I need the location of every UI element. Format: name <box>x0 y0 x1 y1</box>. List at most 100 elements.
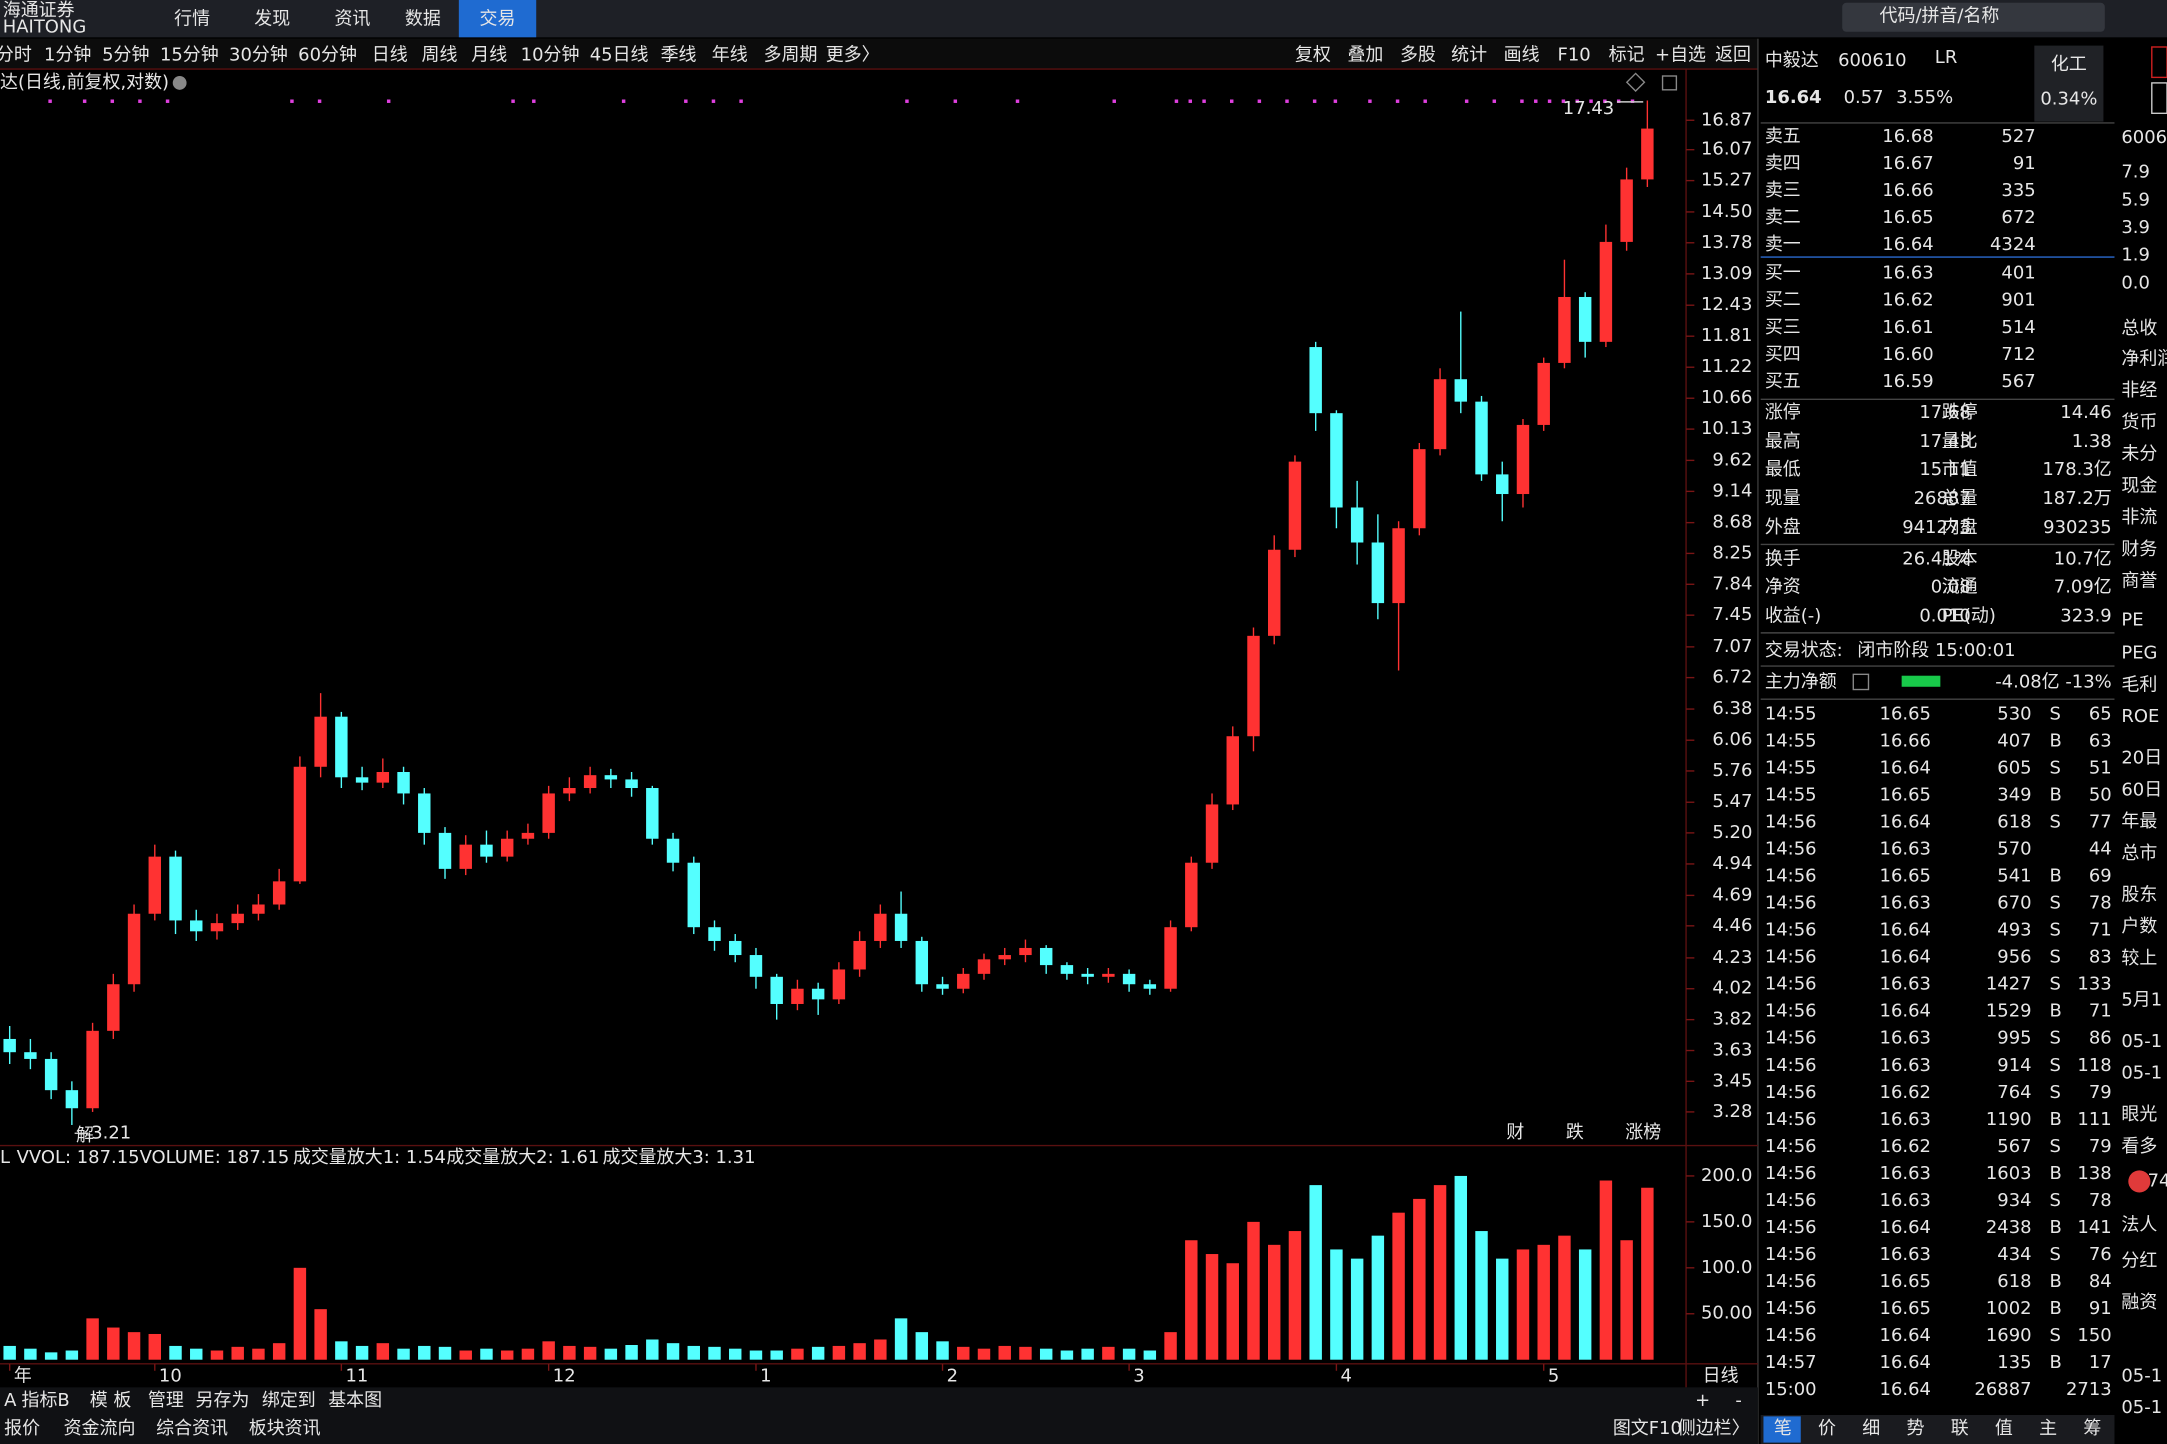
side-item: 5月1 <box>2121 989 2162 1010</box>
panel-tab[interactable]: 主 <box>2039 1418 2057 1439</box>
bottom-tab[interactable]: 资金流向 <box>64 1418 136 1439</box>
tick-time: 14:56 <box>1765 1298 1817 1319</box>
tool-button[interactable]: 画线 <box>1504 44 1540 65</box>
x-tick-label: 12 <box>553 1365 576 1386</box>
toolbar-button[interactable]: 另存为 <box>196 1390 250 1411</box>
candle-body <box>542 793 555 833</box>
period-tab[interactable]: 30分钟 <box>229 44 288 65</box>
volume-bar <box>749 1350 763 1360</box>
period-tab[interactable]: 15分钟 <box>160 44 219 65</box>
signal-dot <box>1464 99 1469 103</box>
period-tab[interactable]: 10分钟 <box>521 44 580 65</box>
panel-tab[interactable]: 值 <box>1995 1418 2013 1439</box>
annotation: 17.43 <box>1563 98 1614 119</box>
signal-dot <box>1174 99 1179 103</box>
menu-item[interactable]: 数据 <box>405 8 441 29</box>
book-price: 16.63 <box>1882 263 1933 284</box>
tool-button[interactable]: 多股 <box>1400 44 1436 65</box>
tool-button[interactable]: +自选 <box>1655 44 1706 65</box>
toolbar-button[interactable]: + <box>1695 1390 1710 1411</box>
tick-time: 14:56 <box>1765 893 1817 914</box>
panel-tab[interactable]: 笔 <box>1774 1418 1792 1439</box>
signal-dot <box>511 99 515 103</box>
candle-body <box>666 838 680 863</box>
volume-bar <box>1247 1221 1260 1360</box>
tick-count: 71 <box>2089 1001 2112 1022</box>
stat-value: 17.43 <box>1919 431 1970 452</box>
indicator-label: L <box>0 1147 10 1168</box>
period-tab[interactable]: 5分钟 <box>102 44 149 65</box>
period-tab[interactable]: 45日线 <box>590 44 649 65</box>
side-item: 总市 <box>2121 843 2157 864</box>
signal-dot <box>1589 99 1593 103</box>
period-tab[interactable]: 日线 <box>372 44 408 65</box>
tool-button[interactable]: 复权 <box>1295 44 1331 65</box>
bottom-tab[interactable]: 报价 <box>4 1418 40 1439</box>
bottom-tab[interactable]: 板块资讯 <box>249 1418 321 1439</box>
volume-bar <box>1578 1249 1592 1360</box>
volume-bar <box>1413 1198 1426 1360</box>
icon[interactable] <box>1625 72 1646 92</box>
period-tab[interactable]: 年线 <box>712 44 748 65</box>
menu-item[interactable]: 发现 <box>254 8 290 29</box>
period-tab[interactable]: 周线 <box>422 44 458 65</box>
period-tab[interactable]: 季线 <box>661 44 697 65</box>
panel-tab[interactable]: 势 <box>1906 1418 1924 1439</box>
tick-count: 63 <box>2089 730 2112 751</box>
flow-bar <box>1901 675 1941 687</box>
tick-volume: 135 <box>1997 1352 2031 1373</box>
volume-bar <box>24 1348 37 1360</box>
toolbar-button[interactable]: 模 板 <box>90 1390 132 1411</box>
panel-tab[interactable]: 价 <box>1818 1418 1836 1439</box>
period-tab[interactable]: 多周期 <box>764 44 818 65</box>
tool-button[interactable]: 统计 <box>1451 44 1487 65</box>
period-tab[interactable]: 分时 <box>0 44 32 65</box>
side-item: 非经 <box>2121 380 2157 401</box>
tool-button[interactable]: F10 <box>1558 44 1591 65</box>
icon[interactable] <box>1661 75 1678 91</box>
period-tab[interactable]: 60分钟 <box>298 44 357 65</box>
panel-tab[interactable]: 筹 <box>2083 1418 2101 1439</box>
bottom-tab[interactable]: 综合资讯 <box>156 1418 228 1439</box>
tool-button[interactable]: 返回 <box>1715 44 1751 65</box>
tick-count: 65 <box>2089 703 2112 724</box>
tick-count: 84 <box>2089 1271 2112 1292</box>
tool-button[interactable]: 标记 <box>1609 44 1645 65</box>
bottom-link[interactable]: 图文F10 <box>1613 1418 1682 1439</box>
panel-tab[interactable]: 联 <box>1951 1418 1969 1439</box>
candle-body <box>169 856 182 921</box>
tick-volume: 956 <box>1997 947 2031 968</box>
stat-value: 7.09亿 <box>2054 576 2112 597</box>
toolbar-button[interactable]: 基本图 <box>328 1390 382 1411</box>
search-box[interactable] <box>1842 2 2105 32</box>
panel-tab[interactable]: 细 <box>1862 1418 1880 1439</box>
side-item: 未分 <box>2121 444 2157 465</box>
toolbar-button[interactable]: - <box>1735 1390 1741 1411</box>
menu-item[interactable]: 行情 <box>174 8 210 29</box>
candle-body <box>729 940 742 956</box>
toolbar-button[interactable]: 管理 <box>148 1390 184 1411</box>
y-tick-label: 8.25 <box>1712 542 1752 563</box>
tick-volume: 618 <box>1997 1271 2031 1292</box>
toolbar-button[interactable]: A <box>4 1390 17 1411</box>
candle-body <box>1558 296 1571 363</box>
stat-value: 26887 <box>1914 488 1971 509</box>
period-tab[interactable]: 月线 <box>471 44 507 65</box>
tick-price: 16.63 <box>1880 1190 1931 1211</box>
period-tab[interactable]: 更多〉 <box>826 44 880 65</box>
menu-item[interactable]: 交易 <box>480 8 516 29</box>
tool-button[interactable]: 叠加 <box>1347 44 1383 65</box>
bottom-link[interactable]: 侧边栏〉 <box>1678 1418 1750 1439</box>
x-tick-label: 4 <box>1341 1365 1352 1386</box>
tick-time: 15:00 <box>1765 1379 1817 1400</box>
candle-body <box>1413 449 1426 529</box>
side-item: 74 <box>2148 1170 2167 1191</box>
toolbar-button[interactable]: 绑定到 <box>262 1390 316 1411</box>
toolbar-button[interactable]: 指标B <box>21 1390 69 1411</box>
period-tab[interactable]: 1分钟 <box>44 44 91 65</box>
menu-item[interactable]: 资讯 <box>334 8 370 29</box>
signal-dot <box>905 99 909 103</box>
tick-time: 14:56 <box>1765 1325 1817 1346</box>
stat-value: 15.11 <box>1919 459 1970 480</box>
